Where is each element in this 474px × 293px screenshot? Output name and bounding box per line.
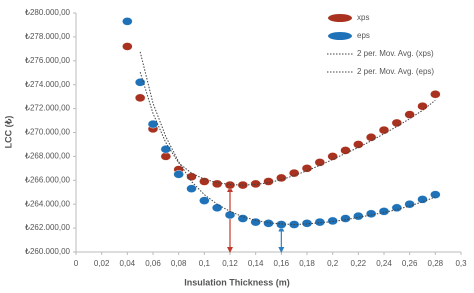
x-tick-label: 0,2 (327, 259, 339, 268)
y-tick-label: ₺260.000,00 (25, 247, 71, 256)
data-point (160, 145, 172, 154)
trend-line (139, 72, 436, 186)
data-point (237, 214, 249, 223)
data-point (353, 211, 364, 221)
x-tick-label: 0,1 (199, 259, 211, 268)
x-tick-label: 0,26 (402, 259, 418, 268)
data-point (391, 118, 403, 128)
y-tick-label: ₺262.000,00 (25, 223, 71, 232)
y-tick-label: ₺270.000,00 (25, 128, 71, 137)
data-point (391, 203, 403, 212)
data-point (378, 207, 390, 216)
y-tick-label: ₺272.000,00 (25, 104, 71, 113)
y-tick-label: ₺266.000,00 (25, 175, 71, 184)
data-point (224, 210, 236, 220)
x-tick-label: 0,04 (120, 259, 136, 268)
y-tick-label: ₺276.000,00 (25, 56, 71, 65)
data-point (365, 133, 377, 142)
x-tick-label: 0,24 (376, 259, 392, 268)
x-tick-label: 0,18 (299, 259, 315, 268)
y-tick-label: ₺264.000,00 (25, 199, 71, 208)
x-tick-label: 0,22 (351, 259, 367, 268)
data-point (224, 180, 236, 190)
legend-marker (328, 14, 352, 22)
data-point (160, 152, 172, 161)
data-point (122, 17, 133, 26)
data-point (211, 179, 223, 189)
trend-line (139, 51, 436, 226)
data-point (186, 184, 197, 193)
x-tick-label: 0,3 (455, 259, 467, 268)
x-tick-label: 0,02 (94, 259, 110, 268)
data-point (186, 172, 197, 181)
data-point (430, 190, 441, 199)
x-tick-label: 0,14 (248, 259, 264, 268)
data-point (134, 78, 146, 87)
x-tick-label: 0,08 (171, 259, 187, 268)
y-tick-label: ₺278.000,00 (25, 32, 71, 41)
x-tick-label: 0,06 (145, 259, 161, 268)
data-point (404, 110, 415, 119)
data-point (327, 216, 338, 226)
legend-label: xps (357, 13, 369, 22)
data-point (417, 195, 428, 204)
data-point (173, 170, 184, 179)
legend-label: 2 per. Mov. Avg. (eps) (357, 67, 434, 76)
legend-label: 2 per. Mov. Avg. (xps) (357, 49, 434, 58)
data-point (263, 219, 274, 228)
legend-label: eps (357, 31, 370, 40)
data-point (327, 152, 338, 161)
data-point (430, 90, 441, 99)
x-tick-label: 0 (74, 259, 79, 268)
legend-marker (328, 32, 352, 40)
data-point (314, 217, 326, 227)
data-point (250, 179, 261, 189)
data-point (378, 125, 390, 135)
y-tick-label: ₺274.000,00 (25, 80, 71, 89)
y-axis-title: LCC (₺) (3, 116, 13, 149)
data-point (340, 214, 351, 223)
data-point (314, 158, 326, 167)
data-point (288, 168, 300, 178)
data-point (276, 220, 287, 229)
data-point (134, 93, 146, 103)
x-tick-label: 0,12 (222, 259, 238, 268)
data-point (301, 219, 313, 228)
y-tick-label: ₺268.000,00 (25, 152, 71, 161)
data-point (211, 203, 223, 212)
data-point (122, 42, 133, 51)
data-point (199, 196, 210, 205)
data-point (365, 209, 377, 218)
x-tick-label: 0,28 (428, 259, 444, 268)
data-point (417, 102, 428, 111)
x-axis-title: Insulation Thickness (m) (184, 277, 290, 287)
x-tick-label: 0,16 (274, 259, 290, 268)
y-tick-label: ₺280.000,00 (25, 8, 71, 17)
